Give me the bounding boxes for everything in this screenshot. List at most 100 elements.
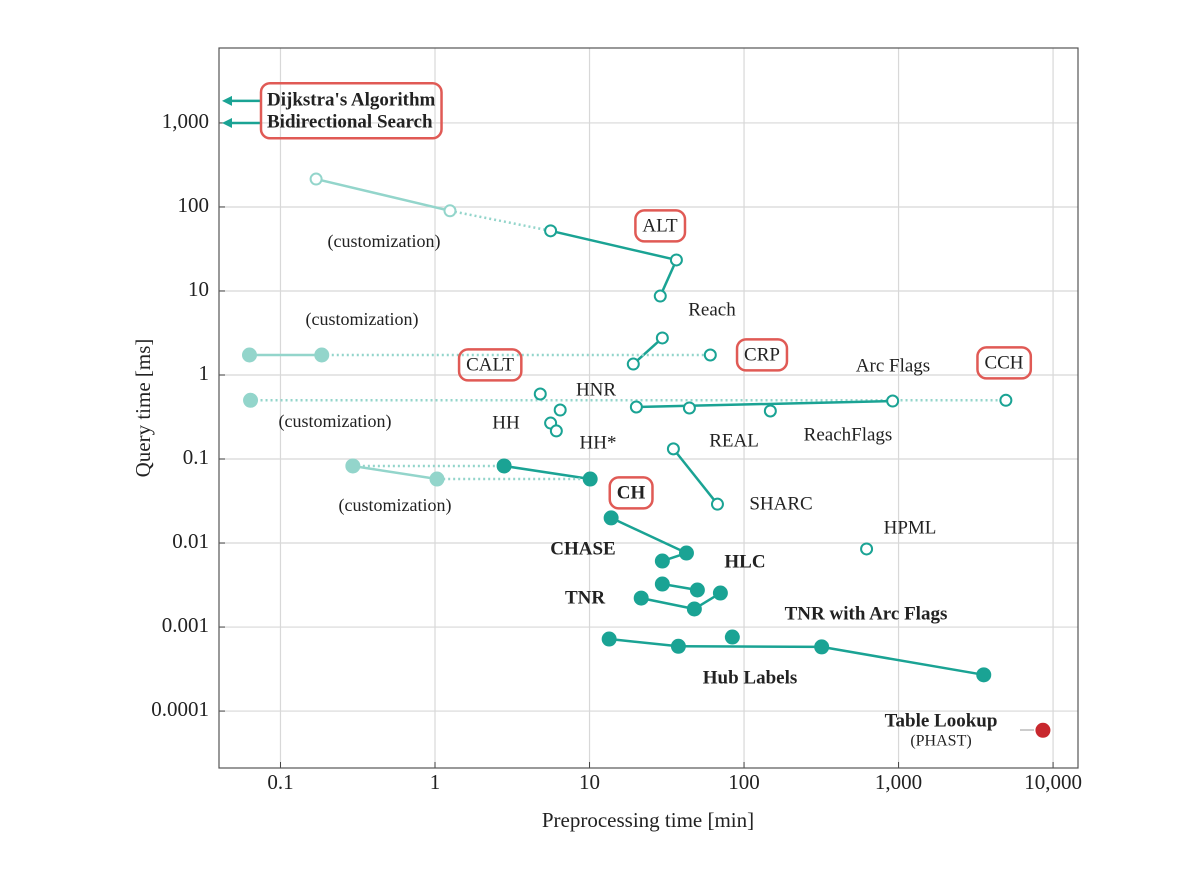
- series-label: TNR with Arc Flags: [785, 603, 948, 624]
- highlight-box: [259, 82, 443, 140]
- x-tick-label: 10: [579, 770, 600, 794]
- point: [655, 331, 669, 345]
- highlight-box: [457, 348, 523, 382]
- x-tick-label: 0.1: [267, 770, 293, 794]
- x-tick-label: 1: [430, 770, 441, 794]
- point: [678, 545, 694, 561]
- point: [443, 204, 457, 218]
- point: [670, 638, 686, 654]
- y-tick-label: 1: [199, 361, 210, 385]
- point: [243, 392, 259, 408]
- point: [603, 510, 619, 526]
- segment: [659, 259, 678, 297]
- point: [682, 401, 696, 415]
- y-tick-label: 1,000: [162, 109, 209, 133]
- arrow-head: [222, 117, 232, 128]
- highlight-box: [634, 209, 687, 243]
- segment: [352, 464, 438, 481]
- plot-frame: [218, 47, 1079, 769]
- series-label: HH*: [580, 432, 617, 453]
- point: [241, 347, 257, 363]
- segment: [550, 229, 677, 262]
- point: [886, 394, 900, 408]
- highlight-box: [735, 338, 789, 372]
- point: [814, 639, 830, 655]
- annotation: (customization): [339, 495, 452, 516]
- segment: [636, 399, 893, 409]
- arrow-head: [222, 95, 232, 106]
- segment: [632, 337, 664, 365]
- arrow-label: Bidirectional Search: [267, 111, 433, 132]
- point: [763, 404, 777, 418]
- segment: [672, 448, 719, 505]
- segment: [315, 177, 451, 213]
- segment: [610, 516, 687, 555]
- dotted-segment: [449, 209, 551, 233]
- point: [533, 387, 547, 401]
- series-label: CH: [617, 482, 646, 503]
- point: [653, 289, 667, 303]
- series-label: Arc Flags: [856, 355, 930, 376]
- series-subtitle: (PHAST): [910, 733, 971, 750]
- arrow-label: Dijkstra's Algorithm: [267, 89, 436, 110]
- points: [241, 172, 1051, 738]
- point: [654, 576, 670, 592]
- x-axis-label: Preprocessing time [min]: [542, 808, 754, 832]
- point: [999, 393, 1013, 407]
- point: [666, 442, 680, 456]
- series-label: Table Lookup: [885, 710, 998, 731]
- series-label: CHASE: [550, 538, 615, 559]
- series-label: HH: [492, 412, 520, 433]
- segment: [678, 645, 822, 649]
- series-label: REAL: [709, 430, 759, 451]
- point: [654, 553, 670, 569]
- point: [549, 424, 563, 438]
- y-tick-label: 0.1: [183, 445, 209, 469]
- point: [703, 348, 717, 362]
- segment: [821, 645, 984, 677]
- series-label: ReachFlags: [804, 424, 893, 445]
- point: [553, 403, 567, 417]
- point: [633, 590, 649, 606]
- point: [626, 357, 640, 371]
- point: [309, 172, 323, 186]
- annotation: (customization): [279, 411, 392, 432]
- point: [712, 585, 728, 601]
- y-tick-label: 100: [178, 193, 210, 217]
- highlight-box: [976, 346, 1033, 380]
- point: [710, 497, 724, 511]
- y-axis-label: Query time [ms]: [131, 339, 155, 478]
- point: [582, 471, 598, 487]
- series-label: CCH: [984, 352, 1023, 373]
- highlight-box: [608, 476, 654, 510]
- series-label: CALT: [466, 354, 514, 375]
- point: [544, 224, 558, 238]
- series-label: HLC: [724, 551, 765, 572]
- point: [496, 458, 512, 474]
- series-label: HNR: [576, 379, 616, 400]
- x-tick-label: 1,000: [875, 770, 922, 794]
- point: [1035, 722, 1051, 738]
- series-label: ALT: [642, 215, 678, 236]
- series-label: Hub Labels: [703, 667, 798, 688]
- segment: [609, 637, 679, 648]
- point: [601, 631, 617, 647]
- point: [669, 253, 683, 267]
- y-tick-label: 0.001: [162, 613, 209, 637]
- series-label: TNR: [565, 587, 605, 608]
- y-tick-label: 10: [188, 277, 209, 301]
- point: [724, 629, 740, 645]
- series-label: SHARC: [749, 493, 812, 514]
- x-tick-label: 10,000: [1024, 770, 1082, 794]
- point: [345, 458, 361, 474]
- series-label: CRP: [744, 344, 780, 365]
- annotation: (customization): [328, 231, 441, 252]
- annotation: (customization): [306, 309, 419, 330]
- point: [686, 601, 702, 617]
- point: [429, 471, 445, 487]
- point: [314, 347, 330, 363]
- series-label: HPML: [884, 517, 937, 538]
- point: [689, 582, 705, 598]
